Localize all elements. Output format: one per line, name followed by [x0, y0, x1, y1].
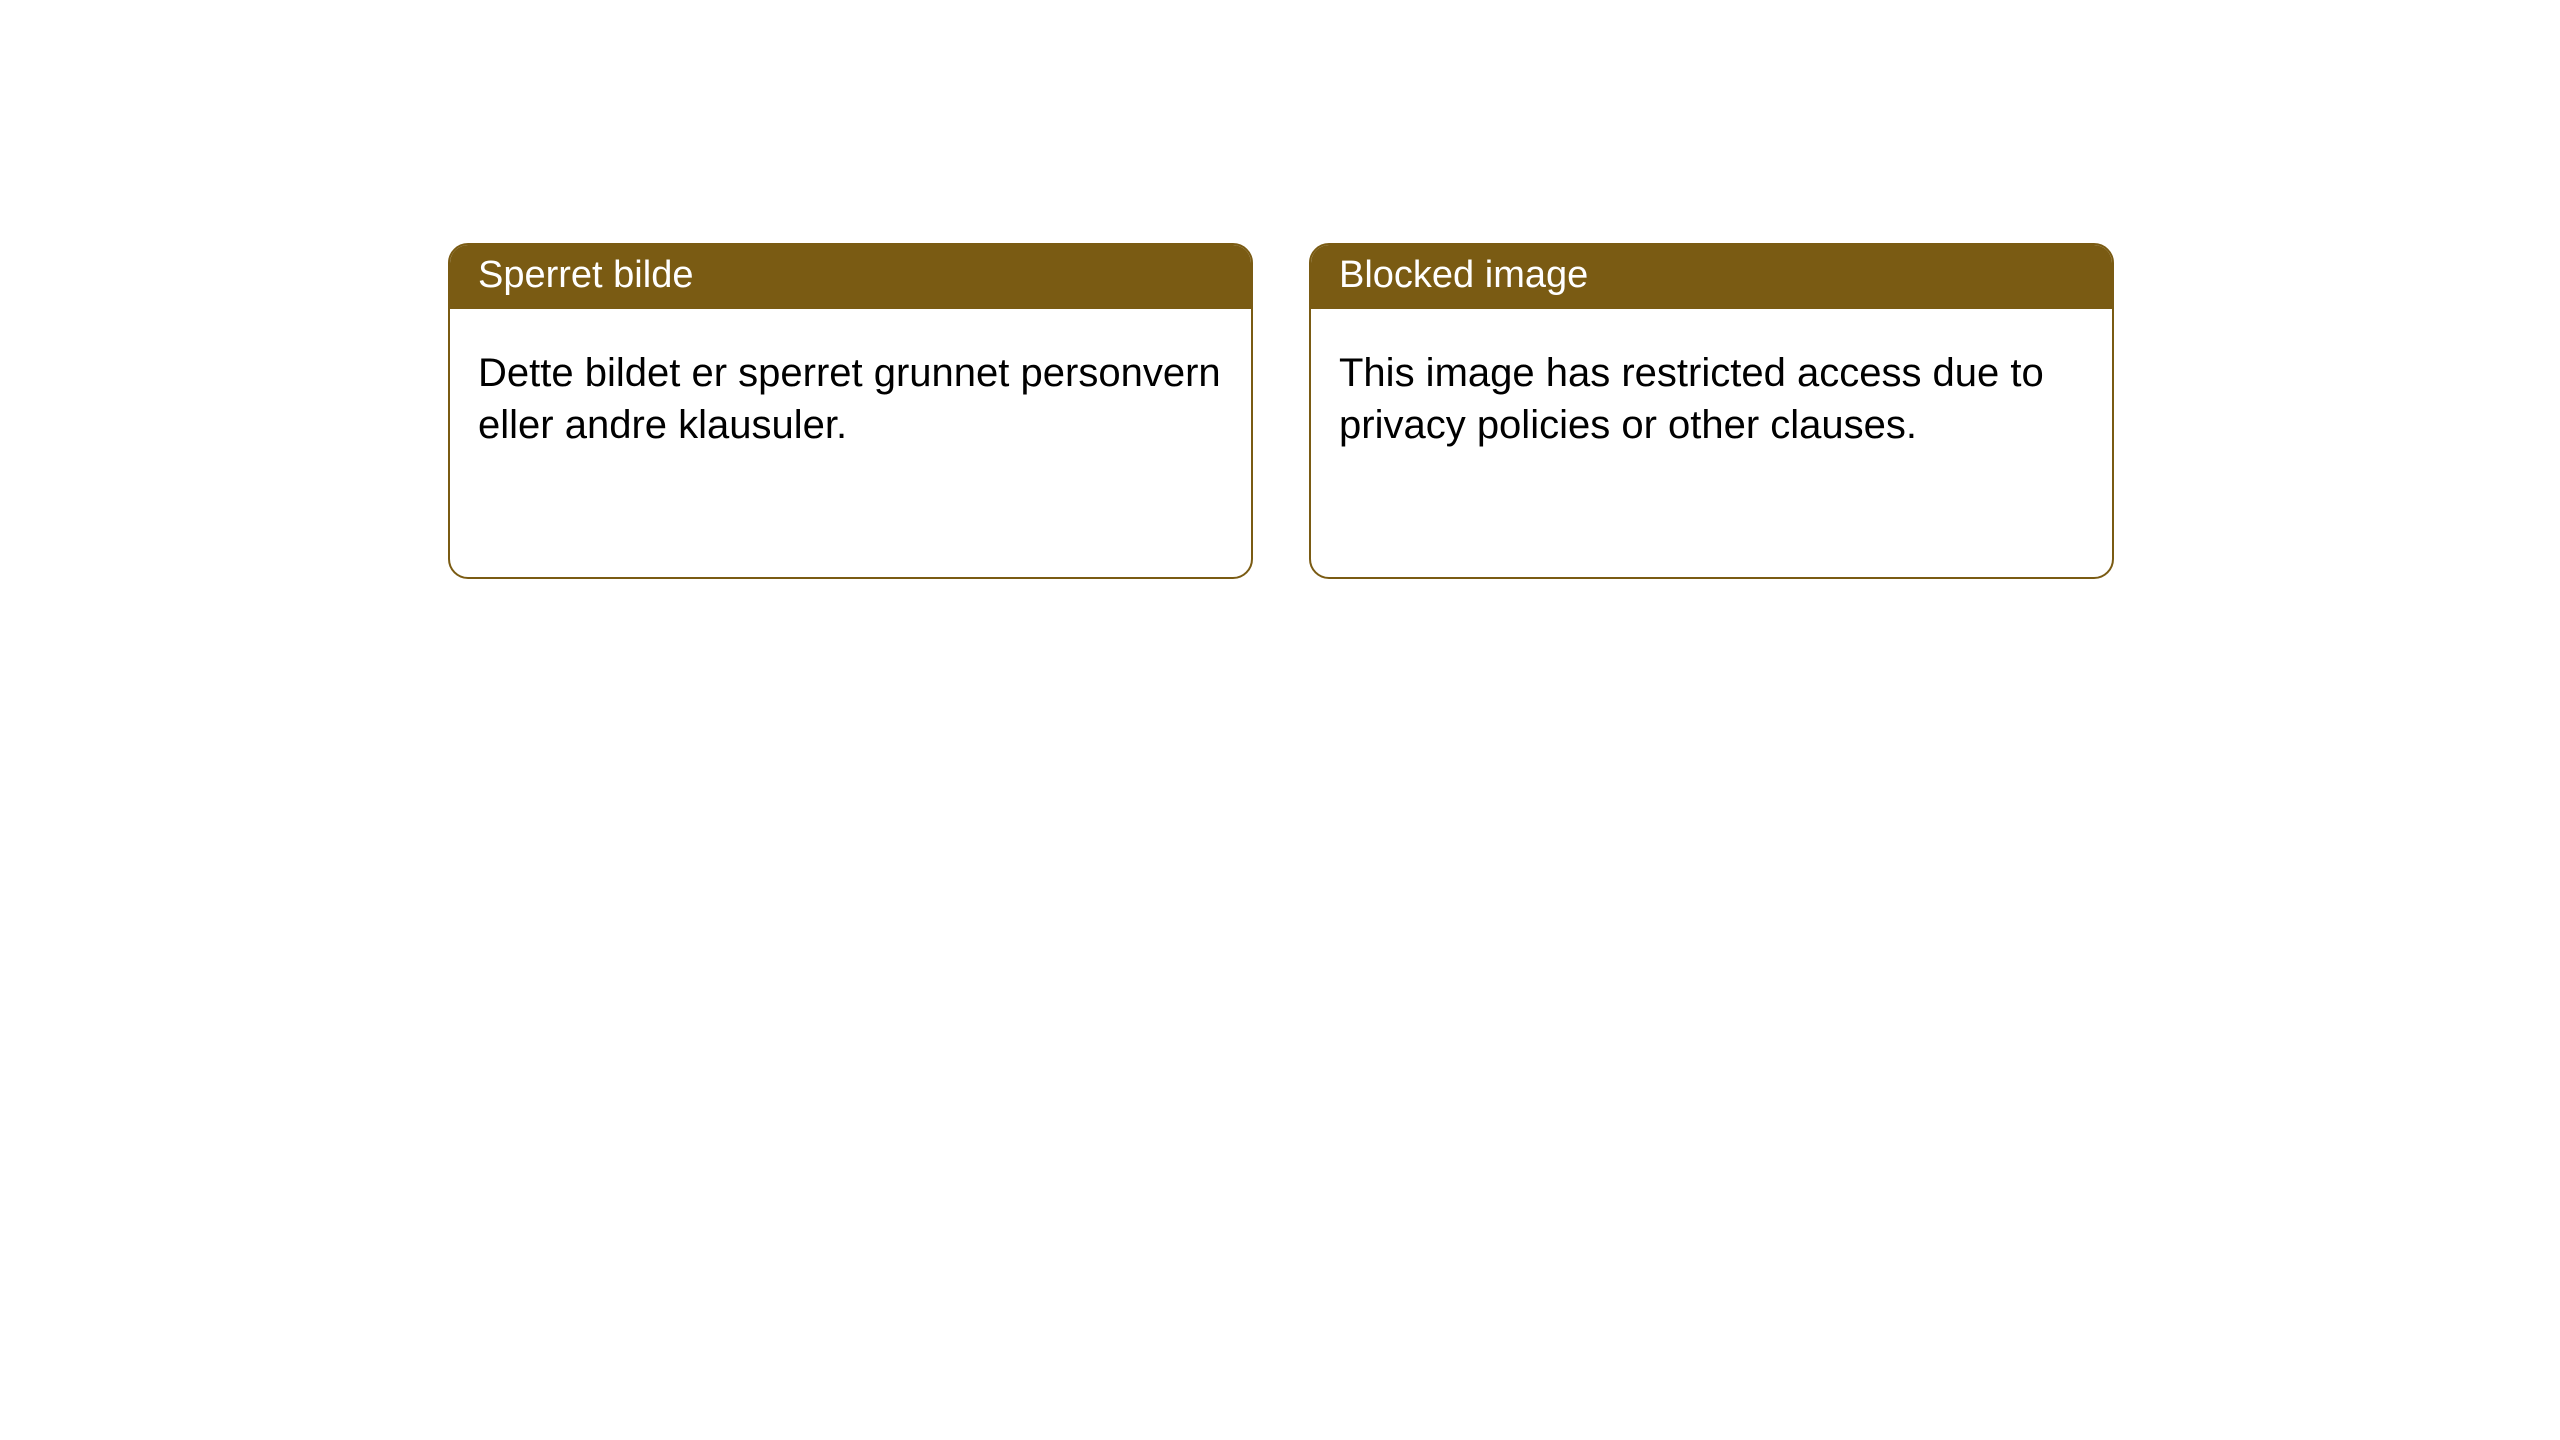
notice-card-english: Blocked image This image has restricted … — [1309, 243, 2114, 579]
notice-message: Dette bildet er sperret grunnet personve… — [478, 351, 1221, 447]
notice-message: This image has restricted access due to … — [1339, 351, 2044, 447]
notice-card-norwegian: Sperret bilde Dette bildet er sperret gr… — [448, 243, 1253, 579]
notice-container: Sperret bilde Dette bildet er sperret gr… — [0, 0, 2560, 579]
notice-body: Dette bildet er sperret grunnet personve… — [450, 309, 1251, 471]
notice-header: Sperret bilde — [450, 245, 1251, 309]
notice-title: Blocked image — [1339, 254, 1588, 296]
notice-header: Blocked image — [1311, 245, 2112, 309]
notice-title: Sperret bilde — [478, 254, 693, 296]
notice-body: This image has restricted access due to … — [1311, 309, 2112, 471]
